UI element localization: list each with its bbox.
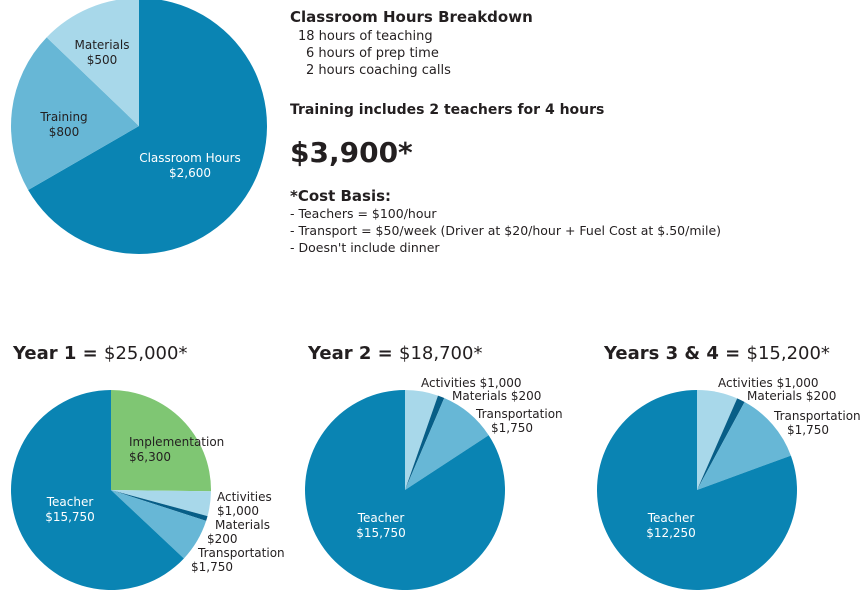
pie-slice-activities [111,490,211,517]
breakdown-line: 6 hours of prep time [306,46,439,61]
pie-slice-teacher [11,390,184,590]
pie-slice-implementation [111,390,211,492]
pie-slice-materials [697,398,745,490]
pie-slice-teacher [304,390,505,590]
slice-label: Activities [217,490,272,504]
pie-slice-transportation [405,398,489,490]
breakdown-line: 18 hours of teaching [298,29,433,44]
pie-year-2 [304,390,505,590]
slice-label-materials: Materials $200 [452,389,541,403]
slice-value: $800 [49,125,80,139]
pie-slice-transportation [111,490,207,559]
pie-classroom-breakdown [10,0,267,254]
pie-years-3-4 [596,390,797,590]
slice-label: Materials [74,38,129,52]
pie-year-1 [11,390,211,590]
slice-value: $200 [207,532,238,546]
slice-value: $6,300 [129,450,171,464]
breakdown-line: 2 hours coaching calls [306,63,451,78]
slice-value: $1,000 [217,504,259,518]
slice-label-materials: Materials $200 [747,389,836,403]
pie-slice-activities [405,390,438,490]
pie-slice-materials [46,0,139,126]
cost-basis-line: - Transport = $50/week (Driver at $20/ho… [290,223,722,238]
slice-label: Transportation [475,407,563,421]
cost-basis-title: *Cost Basis: [290,187,392,205]
pie-slice-teacher [596,390,797,590]
year-2-title: Year 2 = $18,700* [308,343,483,364]
slice-value: $1,750 [491,421,533,435]
slice-label-activities: Activities $1,000 [718,376,819,390]
slice-value: $15,750 [45,510,95,524]
breakdown-title: Classroom Hours Breakdown [290,8,533,26]
slice-label-activities: Activities $1,000 [421,376,522,390]
slice-label: Materials [215,518,270,532]
pie-slice-materials [405,395,445,490]
pie-slice-training [10,37,140,190]
slice-value: $12,250 [646,526,696,540]
slice-label: Training [39,110,87,124]
slice-label: Teacher [647,511,695,525]
years-3-4-title: Years 3 & 4 = $15,200* [604,343,830,364]
slice-label: Classroom Hours [139,151,241,165]
total-cost: $3,900* [290,136,413,169]
slice-value: $15,750 [356,526,406,540]
pie-slice-classroom-hours [28,0,267,254]
slice-label: Transportation [197,546,285,560]
year-1-title: Year 1 = $25,000* [13,343,188,364]
slice-label: Transportation [773,409,861,423]
pie-slice-activities [697,390,738,490]
slice-label: Implementation [129,435,224,449]
slice-value: $500 [87,53,118,67]
slice-label: Teacher [357,511,405,525]
slice-value: $2,600 [169,166,211,180]
cost-basis-line: - Doesn't include dinner [290,240,440,255]
pie-slice-materials [111,490,208,521]
slice-label: Teacher [46,495,94,509]
cost-basis-line: - Teachers = $100/hour [290,206,437,221]
training-note: Training includes 2 teachers for 4 hours [290,102,605,118]
slice-value: $1,750 [787,423,829,437]
pie-slice-transportation [697,402,791,490]
slice-value: $1,750 [191,560,233,574]
